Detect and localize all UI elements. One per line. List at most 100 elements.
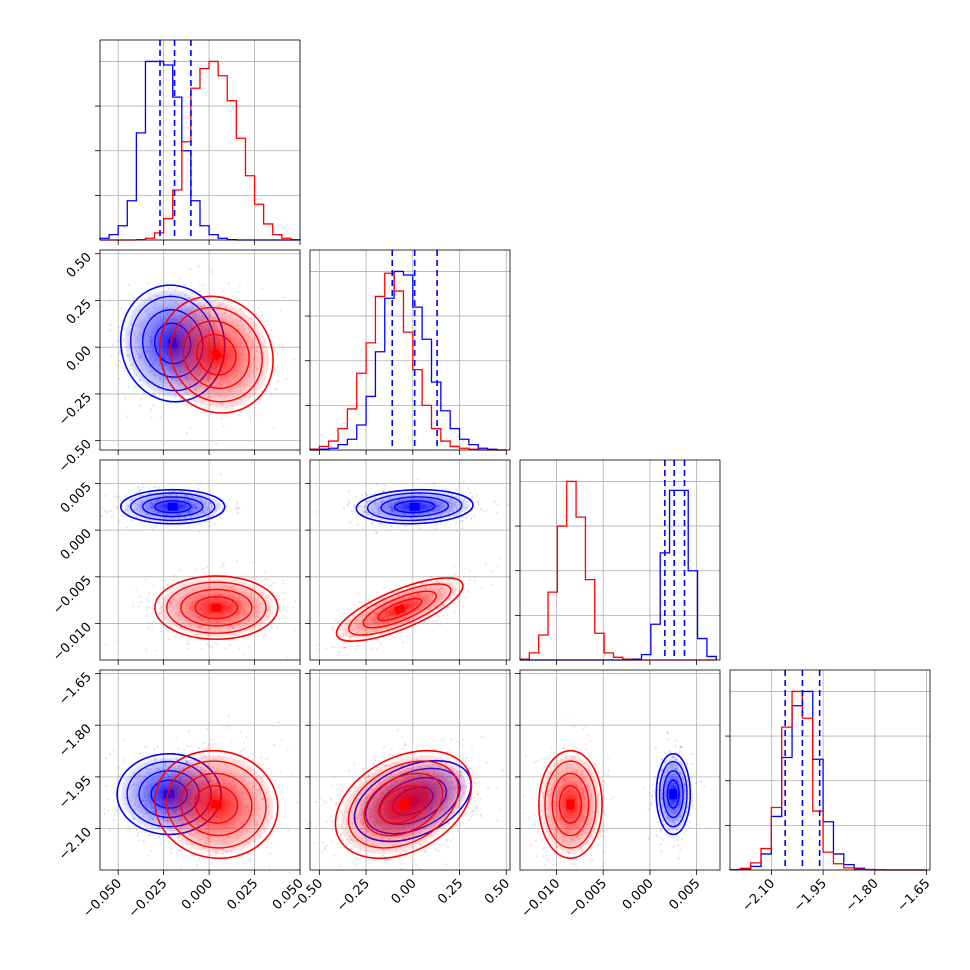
- scatter-point: [269, 395, 272, 398]
- histogram-blue: [310, 270, 507, 451]
- contour-blue: [142, 496, 204, 518]
- scatter-point: [131, 767, 134, 770]
- scatter-point: [105, 785, 108, 788]
- scatter-point: [229, 644, 232, 647]
- scatter-point: [334, 618, 337, 622]
- scatter-point: [482, 736, 485, 739]
- scatter-point: [100, 507, 104, 510]
- scatter-point: [238, 285, 241, 288]
- scatter-point: [608, 769, 611, 772]
- scatter-point: [461, 604, 464, 607]
- scatter-point: [180, 398, 183, 401]
- scatter-point: [177, 579, 180, 583]
- scatter-point: [612, 796, 616, 799]
- scatter-point: [282, 579, 285, 582]
- scatter-point: [265, 320, 269, 323]
- scatter-point: [650, 794, 654, 798]
- scatter-point: [126, 415, 129, 418]
- scatter-point: [251, 758, 254, 761]
- scatter-point: [207, 748, 210, 751]
- scatter-point: [283, 296, 286, 299]
- scatter-point: [129, 367, 132, 370]
- scatter-point: [138, 752, 142, 755]
- scatter-point: [274, 779, 277, 782]
- scatter-point: [236, 502, 239, 506]
- scatter-point: [652, 790, 655, 793]
- scatter-point: [140, 601, 143, 604]
- scatter-point: [473, 782, 476, 785]
- scatter-point: [435, 619, 438, 623]
- scatter-point: [139, 404, 142, 407]
- joint-panel-1-0: −0.50−0.250.000.250.50: [56, 249, 301, 476]
- scatter-point: [405, 754, 408, 757]
- scatter-point: [493, 500, 496, 503]
- scatter-point: [603, 835, 606, 838]
- scatter-point: [581, 888, 583, 890]
- scatter-point: [210, 646, 213, 649]
- scatter-point: [325, 647, 328, 650]
- scatter-point: [562, 747, 565, 750]
- scatter-point: [468, 500, 471, 503]
- scatter-point: [456, 600, 459, 604]
- contour-blue: [662, 770, 684, 819]
- scatter-point: [137, 605, 140, 608]
- scatter-point: [286, 748, 289, 752]
- scatter-point: [661, 828, 664, 832]
- scatter-point: [160, 624, 163, 628]
- contour-red: [558, 785, 583, 824]
- contour-blue: [355, 488, 474, 525]
- scatter-point: [297, 791, 300, 794]
- scatter-point: [461, 527, 464, 530]
- scatter-point: [339, 627, 342, 631]
- scatter-point: [447, 845, 450, 849]
- scatter-point: [382, 490, 385, 493]
- scatter-point: [294, 600, 297, 603]
- scatter-point: [452, 837, 455, 840]
- scatter-point: [339, 628, 342, 631]
- scatter-point: [100, 514, 103, 518]
- scatter-point: [602, 861, 606, 865]
- scatter-point: [110, 354, 113, 357]
- scatter-point: [213, 642, 216, 645]
- density-peak-blue: [669, 789, 678, 800]
- scatter-point: [264, 384, 267, 387]
- scatter-point: [173, 574, 176, 577]
- scatter-point: [176, 849, 180, 852]
- scatter-point: [688, 821, 692, 824]
- scatter-point: [292, 606, 295, 610]
- scatter-point: [168, 637, 171, 640]
- scatter-point: [703, 785, 706, 788]
- scatter-point: [583, 726, 586, 729]
- scatter-point: [461, 519, 464, 523]
- scatter-point: [127, 283, 131, 286]
- scatter-point: [220, 417, 223, 420]
- x-tick-label: 0.50: [482, 876, 513, 907]
- scatter-point: [247, 646, 250, 649]
- scatter-point: [290, 774, 293, 778]
- y-tick-label: 0.005: [58, 480, 95, 517]
- scatter-point: [241, 857, 244, 861]
- x-tick-label: −0.25: [334, 876, 373, 915]
- marginal-panel-3: −2.10 −1.95 −1.80 −1.65: [725, 669, 933, 915]
- scatter-point: [484, 562, 487, 566]
- scatter-point: [158, 613, 161, 617]
- scatter-point: [314, 841, 317, 845]
- scatter-point: [117, 377, 120, 380]
- scatter-point: [145, 827, 148, 830]
- scatter-point: [220, 506, 223, 509]
- scatter-point: [458, 820, 461, 824]
- joint-panel-3-2: −0.010 −0.005 0.000 0.005: [515, 669, 721, 921]
- scatter-point: [423, 850, 426, 853]
- scatter-point: [480, 508, 483, 511]
- scatter-point: [428, 846, 431, 849]
- scatter-point: [210, 861, 213, 865]
- scatter-point: [473, 515, 476, 518]
- scatter-point: [467, 782, 470, 785]
- scatter-point: [152, 620, 155, 623]
- contour-red: [180, 588, 253, 627]
- scatter-point: [125, 526, 129, 529]
- scatter-point: [465, 517, 468, 520]
- y-tick-label: −1.95: [56, 773, 95, 812]
- scatter-point: [353, 506, 356, 509]
- scatter-point: [216, 643, 219, 646]
